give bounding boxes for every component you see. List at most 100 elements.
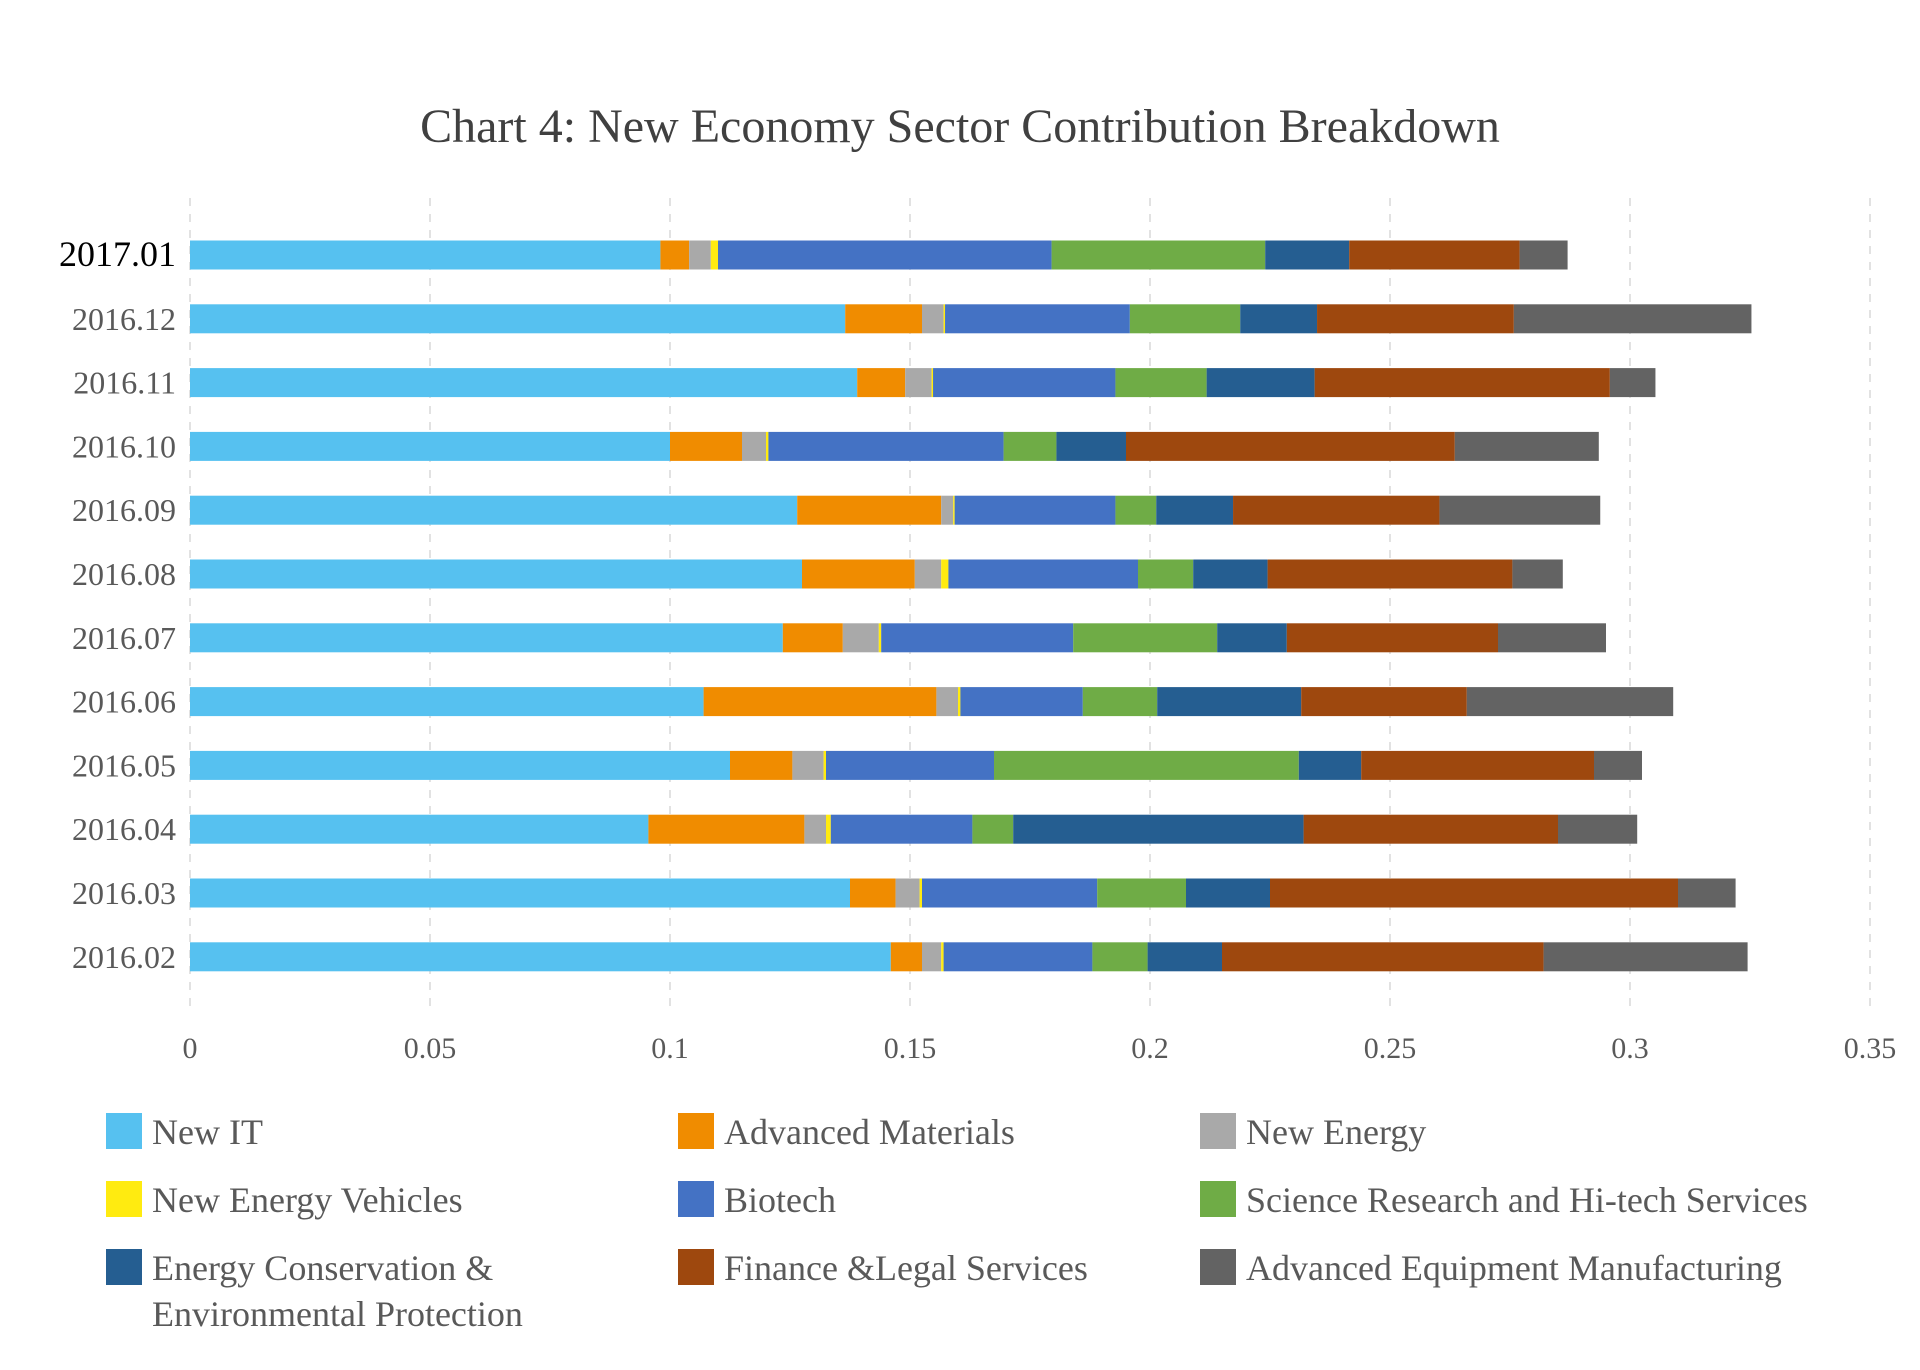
legend-label-line2: Environmental Protection	[152, 1294, 523, 1334]
bar-segment	[914, 559, 942, 589]
bar-segment	[850, 878, 896, 908]
bar-segment	[1193, 559, 1268, 589]
bar-segment	[768, 431, 1004, 461]
bar-segment	[842, 623, 879, 653]
bar-segment	[1314, 368, 1610, 398]
bar-segment	[1156, 495, 1234, 525]
x-tick-label: 0.25	[1364, 1032, 1417, 1065]
bar-segment	[718, 240, 1052, 270]
bar-segment	[190, 878, 850, 908]
bar-segment	[826, 750, 994, 780]
bar-segment	[1097, 878, 1186, 908]
bar-segment	[742, 431, 766, 461]
bar-segment	[826, 814, 831, 844]
legend-swatch	[106, 1249, 142, 1285]
bar-segment	[1349, 240, 1520, 270]
bar-segment	[931, 368, 934, 398]
bar-segment	[1147, 942, 1222, 972]
bar-segment	[1454, 431, 1599, 461]
legend-swatch	[678, 1181, 714, 1217]
bar-segment	[922, 942, 942, 972]
x-tick-label: 0.05	[404, 1032, 457, 1065]
y-category-label: 2016.04	[72, 811, 176, 847]
legend-swatch	[1200, 1181, 1236, 1217]
legend-swatch	[106, 1181, 142, 1217]
bar-segment	[943, 304, 946, 334]
bar-segment	[1303, 814, 1558, 844]
bar-segment	[190, 623, 783, 653]
y-category-label: 2016.02	[72, 939, 176, 975]
bar-segment	[670, 431, 742, 461]
bar-segment	[905, 368, 932, 398]
bar-segment	[1082, 687, 1158, 717]
x-tick-label: 0.3	[1611, 1032, 1649, 1065]
bar-segment	[1301, 687, 1467, 717]
bar-segment	[1286, 623, 1498, 653]
bars	[190, 240, 1752, 972]
bar-segment	[954, 495, 1116, 525]
bar-segment	[922, 304, 944, 334]
bar-segment	[1558, 814, 1638, 844]
bar-segment	[1270, 878, 1678, 908]
bar-segment	[1519, 240, 1568, 270]
bar-segment	[1056, 431, 1126, 461]
legend-label: Advanced Materials	[724, 1112, 1015, 1152]
bar-segment	[190, 559, 802, 589]
bar-segment	[823, 750, 826, 780]
bar-segment	[1206, 368, 1315, 398]
bar-segment	[1073, 623, 1218, 653]
bar-segment	[190, 240, 661, 270]
bar-segment	[1240, 304, 1318, 334]
y-category-label: 2016.07	[72, 620, 176, 656]
bar-segment	[1115, 368, 1207, 398]
bar-segment	[1594, 750, 1642, 780]
bar-segment	[190, 687, 704, 717]
y-category-label: 2016.12	[72, 301, 176, 337]
bar-segment	[1003, 431, 1057, 461]
bar-segment	[730, 750, 793, 780]
bar-segment	[1466, 687, 1674, 717]
bar-segment	[948, 559, 1138, 589]
x-tick-label: 0.1	[651, 1032, 689, 1065]
bar-segment	[689, 240, 711, 270]
bar-segment	[1157, 687, 1302, 717]
bar-segment	[792, 750, 824, 780]
bar-segment	[1233, 495, 1440, 525]
bar-segment	[804, 814, 826, 844]
legend-swatch	[106, 1113, 142, 1149]
bar-segment	[941, 559, 949, 589]
bar-segment	[648, 814, 805, 844]
legend-label: Finance &Legal Services	[724, 1248, 1088, 1288]
bar-segment	[958, 687, 961, 717]
legend-label: Advanced Equipment Manufacturing	[1246, 1248, 1782, 1288]
bar-segment	[782, 623, 843, 653]
bar-segment	[190, 942, 891, 972]
bar-segment	[960, 687, 1083, 717]
bar-segment	[1298, 750, 1362, 780]
bar-segment	[845, 304, 922, 334]
gridlines	[189, 198, 1871, 1010]
y-axis-labels: 2017.01 2016.12 2016.11 2016.10 2016.09 2016.…	[59, 234, 176, 975]
x-tick-label: 0.35	[1844, 1032, 1897, 1065]
bar-segment	[1678, 878, 1736, 908]
chart-title: Chart 4: New Economy Sector Contribution…	[420, 100, 1500, 153]
x-tick-label: 0.2	[1131, 1032, 1169, 1065]
x-tick-label: 0.15	[884, 1032, 937, 1065]
bar-segment	[857, 368, 906, 398]
bar-segment	[190, 495, 798, 525]
bar-segment	[802, 559, 915, 589]
bar-segment	[941, 942, 944, 972]
legend-swatch	[1200, 1249, 1236, 1285]
legend-swatch	[1200, 1113, 1236, 1149]
bar-segment	[1115, 495, 1157, 525]
y-category-label: 2016.08	[72, 556, 176, 592]
bar-segment	[190, 304, 846, 334]
bar-segment	[1439, 495, 1601, 525]
bar-segment	[953, 495, 955, 525]
x-tick-label: 0	[183, 1032, 198, 1065]
bar-segment	[943, 942, 1093, 972]
bar-segment	[710, 240, 718, 270]
bar-segment	[1543, 942, 1748, 972]
legend-label: Energy Conservation &	[152, 1248, 493, 1288]
bar-segment	[1092, 942, 1148, 972]
